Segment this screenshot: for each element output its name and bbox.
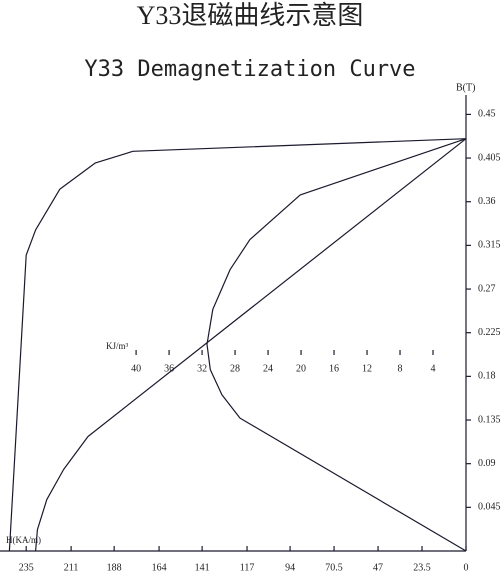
x2-axis-label: KJ/m³	[106, 341, 129, 351]
y-tick-label: 0.45	[478, 109, 496, 120]
x-tick-label: 117	[240, 562, 255, 573]
chart-title: Y33退磁曲线示意图	[137, 1, 364, 30]
curve	[35, 138, 467, 552]
y-tick-label: 0.225	[478, 327, 501, 338]
x2-tick-label: 36	[164, 363, 174, 374]
chart-subtitle: Y33 Demagnetization Curve	[84, 57, 415, 82]
x-tick-label: 211	[64, 562, 79, 573]
x2-tick-label: 40	[131, 363, 141, 374]
y-tick-label: 0.045	[478, 502, 501, 513]
x-tick-label: 141	[195, 562, 210, 573]
curve	[206, 138, 467, 552]
y-tick-label: 0.36	[478, 196, 496, 207]
x-tick-label: 0	[464, 562, 469, 573]
y-tick-label: 0.09	[478, 458, 496, 469]
x-tick-label: 70.5	[325, 562, 343, 573]
y-axis-label: B(T)	[456, 82, 475, 93]
y-tick-label: 0.405	[478, 152, 501, 163]
x2-tick-label: 12	[362, 363, 372, 374]
x-tick-label: 23.5	[413, 562, 431, 573]
y-tick-label: 0.315	[478, 240, 501, 251]
x2-tick-label: 20	[296, 363, 306, 374]
y-tick-label: 0.27	[478, 283, 496, 294]
x2-tick-label: 16	[329, 363, 339, 374]
x-tick-label: 235	[19, 562, 34, 573]
x2-tick-label: 24	[263, 363, 273, 374]
x2-tick-label: 8	[398, 363, 403, 374]
x-tick-label: 188	[107, 562, 122, 573]
x-axis-label: H(KA/m)	[6, 535, 41, 545]
x2-tick-label: 28	[230, 363, 240, 374]
x2-tick-label: 32	[197, 363, 207, 374]
x-tick-label: 164	[152, 562, 167, 573]
x2-tick-label: 4	[431, 363, 436, 374]
x-tick-label: 47	[373, 562, 383, 573]
y-tick-label: 0.135	[478, 414, 501, 425]
y-tick-label: 0.18	[478, 371, 496, 382]
curve	[8, 138, 467, 552]
x-tick-label: 94	[285, 562, 295, 573]
